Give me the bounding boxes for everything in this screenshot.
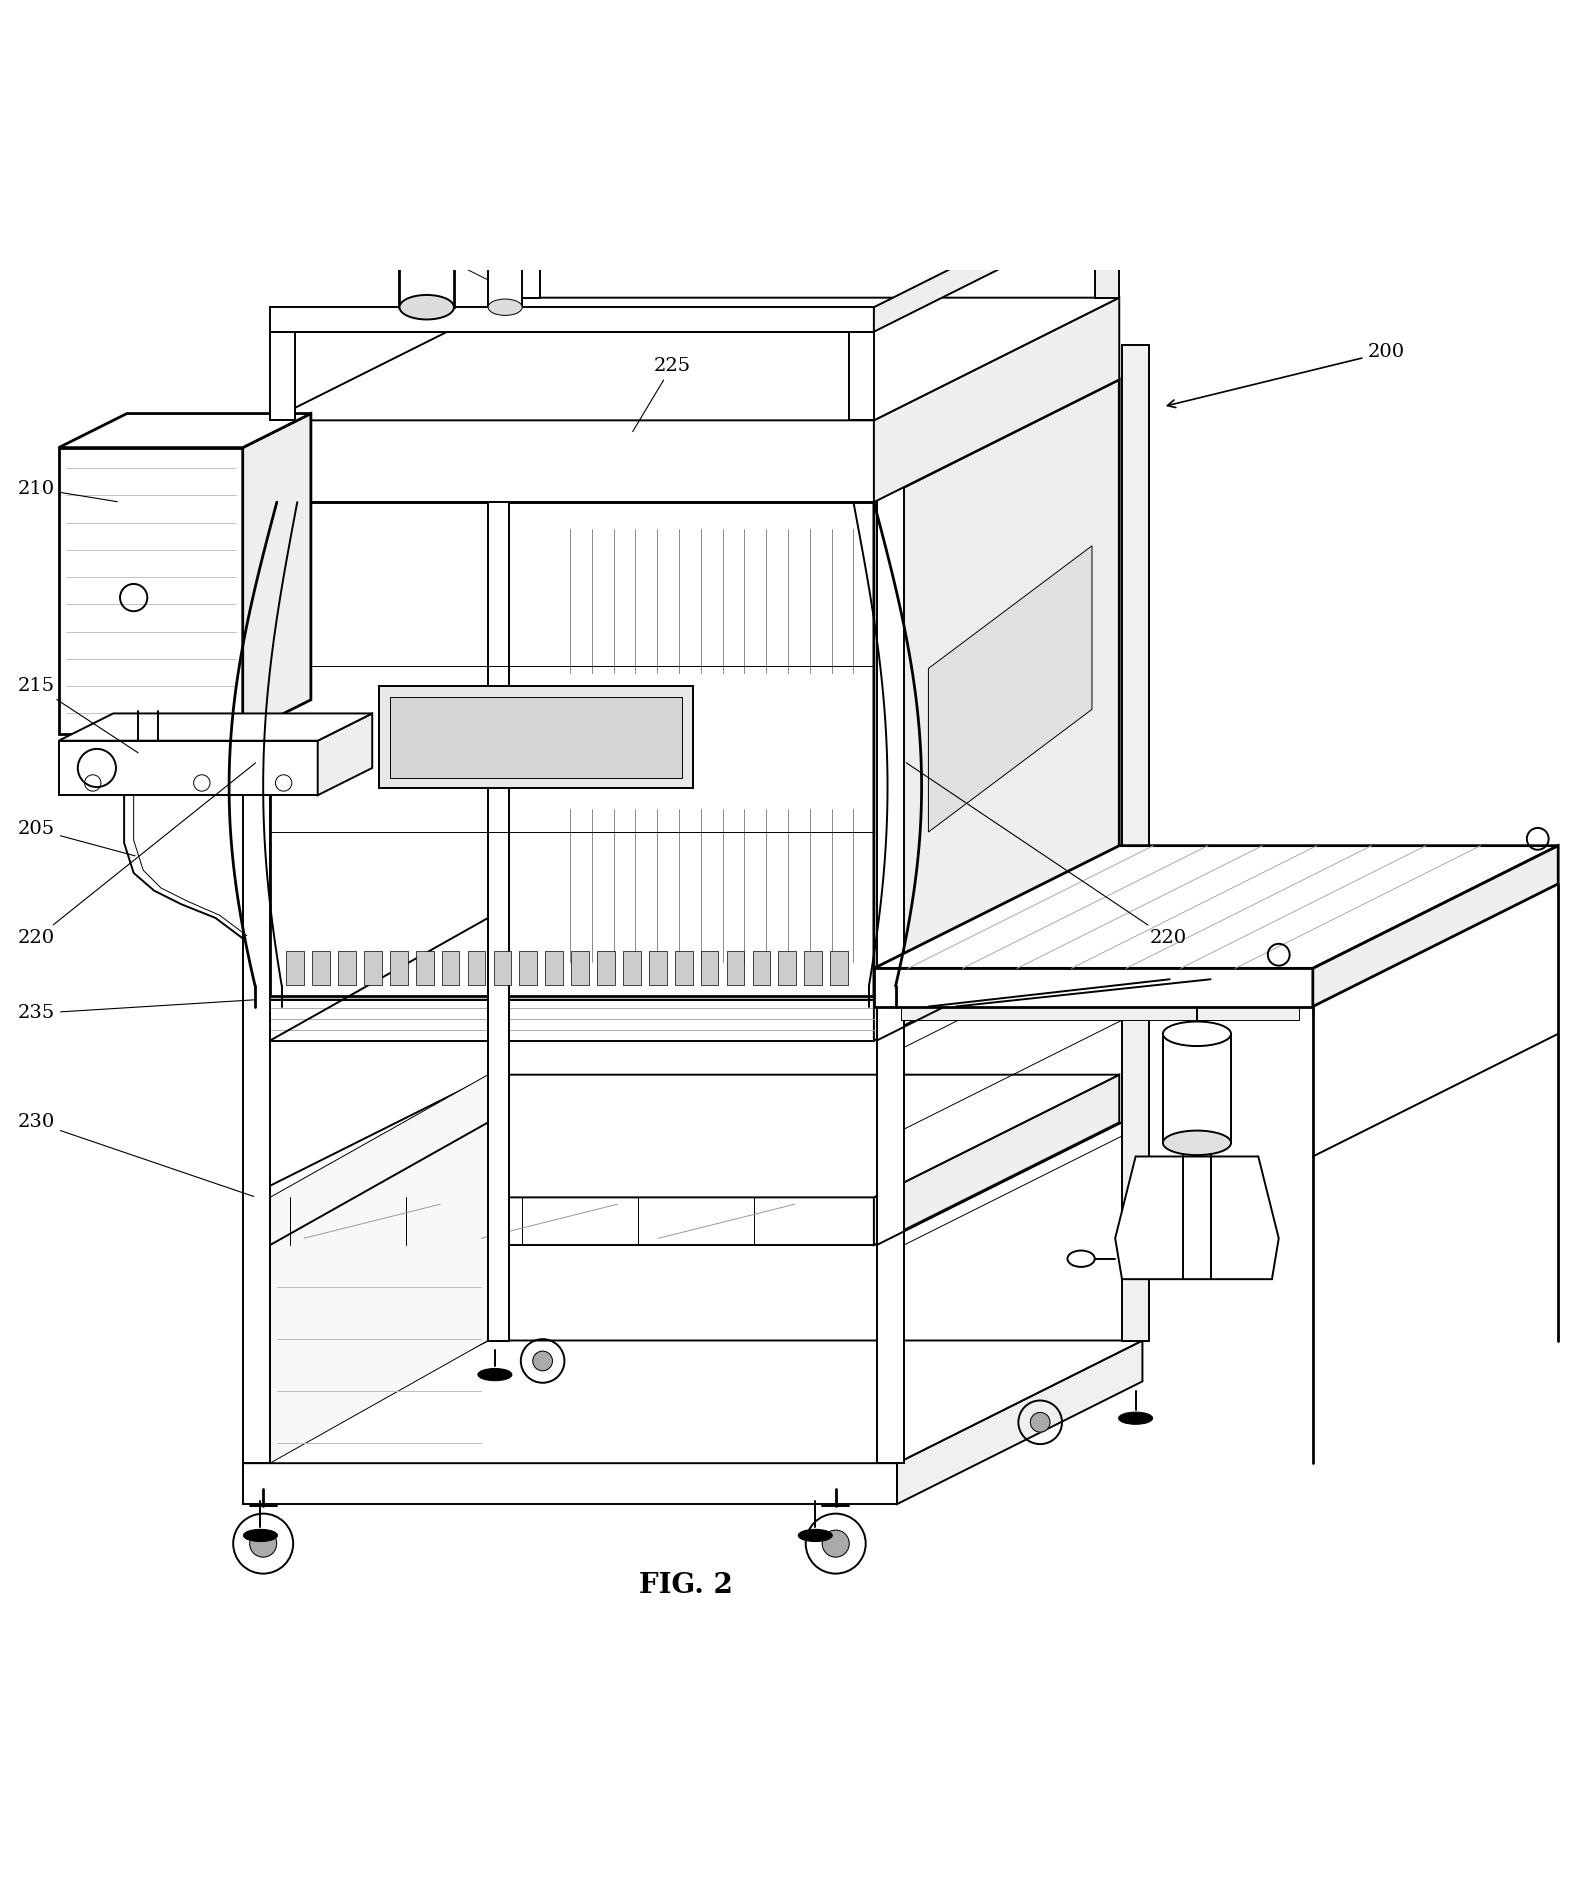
Circle shape [533, 1352, 553, 1371]
Polygon shape [873, 297, 1119, 503]
Polygon shape [489, 253, 522, 307]
Polygon shape [779, 950, 796, 984]
Polygon shape [399, 219, 454, 307]
Polygon shape [243, 442, 269, 1462]
Polygon shape [58, 741, 318, 796]
Ellipse shape [1163, 1022, 1231, 1045]
Ellipse shape [489, 244, 522, 261]
Polygon shape [389, 697, 682, 777]
Polygon shape [571, 950, 589, 984]
Polygon shape [441, 950, 460, 984]
Polygon shape [269, 307, 873, 331]
Text: 205: 205 [17, 821, 136, 857]
Polygon shape [1313, 845, 1559, 1007]
Circle shape [249, 1531, 277, 1557]
Polygon shape [873, 845, 1559, 969]
Polygon shape [649, 950, 667, 984]
Polygon shape [468, 950, 485, 984]
Text: 235: 235 [17, 1000, 254, 1022]
Text: 210: 210 [17, 480, 117, 501]
Ellipse shape [1119, 1413, 1152, 1424]
Polygon shape [247, 878, 1119, 1000]
Polygon shape [243, 1462, 897, 1504]
Polygon shape [873, 185, 1119, 331]
Text: 220: 220 [17, 764, 255, 948]
Polygon shape [380, 685, 692, 788]
Polygon shape [876, 442, 905, 1462]
Ellipse shape [399, 295, 454, 320]
Ellipse shape [797, 1529, 832, 1542]
Text: 230: 230 [17, 1114, 254, 1196]
Polygon shape [928, 546, 1092, 832]
Text: 200: 200 [1168, 343, 1404, 407]
Polygon shape [1116, 1156, 1278, 1279]
Text: FIG. 2: FIG. 2 [638, 1573, 733, 1599]
Polygon shape [493, 950, 511, 984]
Polygon shape [287, 950, 304, 984]
Polygon shape [1095, 209, 1119, 297]
Ellipse shape [489, 299, 522, 316]
Polygon shape [339, 950, 356, 984]
Ellipse shape [243, 1529, 277, 1542]
Ellipse shape [399, 206, 454, 230]
Polygon shape [416, 950, 433, 984]
Polygon shape [489, 442, 509, 1340]
Polygon shape [243, 1340, 1143, 1462]
Circle shape [823, 1531, 849, 1557]
Polygon shape [701, 950, 719, 984]
Text: 225: 225 [632, 356, 690, 432]
Text: 215: 215 [17, 678, 139, 752]
Polygon shape [247, 1074, 1119, 1198]
Polygon shape [520, 950, 537, 984]
Text: 220: 220 [906, 764, 1187, 948]
Polygon shape [269, 331, 295, 421]
Polygon shape [58, 413, 310, 447]
Ellipse shape [478, 1369, 512, 1380]
Polygon shape [804, 950, 823, 984]
Polygon shape [58, 447, 243, 733]
Ellipse shape [1163, 1131, 1231, 1156]
Polygon shape [312, 950, 329, 984]
Polygon shape [269, 379, 1119, 503]
Polygon shape [831, 950, 848, 984]
Polygon shape [675, 950, 692, 984]
Polygon shape [545, 950, 563, 984]
Polygon shape [901, 992, 1299, 1021]
Polygon shape [243, 413, 310, 733]
Polygon shape [623, 950, 641, 984]
Ellipse shape [1067, 1251, 1095, 1266]
Polygon shape [873, 1074, 1119, 1245]
Polygon shape [364, 950, 381, 984]
Polygon shape [1122, 345, 1149, 1340]
Circle shape [1031, 1413, 1050, 1432]
Polygon shape [269, 421, 873, 503]
Polygon shape [269, 297, 1119, 421]
Polygon shape [298, 373, 1106, 495]
Polygon shape [515, 185, 1119, 209]
Polygon shape [392, 366, 996, 489]
Polygon shape [269, 503, 873, 996]
Polygon shape [753, 950, 771, 984]
Polygon shape [269, 1074, 489, 1462]
Polygon shape [58, 714, 372, 741]
Polygon shape [247, 1000, 873, 1041]
Polygon shape [318, 714, 372, 796]
Polygon shape [351, 369, 1051, 491]
Polygon shape [873, 969, 1313, 1007]
Polygon shape [727, 950, 744, 984]
Polygon shape [897, 1340, 1143, 1504]
Polygon shape [873, 878, 1119, 1041]
Polygon shape [247, 1198, 873, 1245]
Polygon shape [597, 950, 615, 984]
Polygon shape [1163, 1034, 1231, 1142]
Polygon shape [515, 209, 541, 297]
Polygon shape [873, 379, 1119, 996]
Polygon shape [849, 331, 873, 421]
Polygon shape [389, 950, 408, 984]
